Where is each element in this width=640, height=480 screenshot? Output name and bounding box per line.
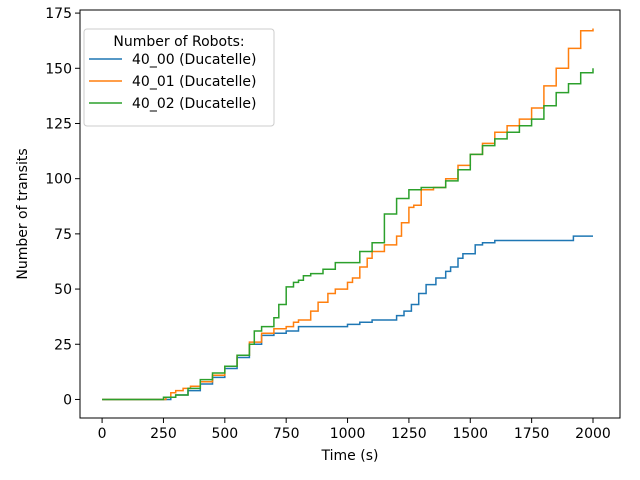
series-line-0 [102, 235, 593, 401]
legend-entry-2: 40_02 (Ducatelle) [132, 96, 256, 112]
x-tick-label: 1750 [514, 426, 550, 442]
y-tick-label: 50 [54, 282, 72, 298]
y-tick-label: 100 [45, 172, 72, 188]
axes-frame [79, 9, 621, 419]
legend: Number of Robots: 40_00 (Ducatelle) 40_01… [83, 28, 275, 127]
x-tick-label: 0 [98, 426, 107, 442]
x-ticks: 0 250 500 750 1000 1250 1500 1750 2000 [98, 418, 611, 442]
y-tick-label: 175 [45, 6, 72, 22]
x-tick-label: 750 [273, 426, 300, 442]
x-tick-label: 1500 [452, 426, 488, 442]
series-line-1 [102, 28, 594, 401]
x-tick-label: 2000 [575, 426, 611, 442]
x-tick-label: 500 [211, 426, 238, 442]
legend-box [83, 28, 275, 127]
y-tick-label: 25 [54, 337, 72, 353]
legend-entry-0: 40_00 (Ducatelle) [132, 52, 256, 68]
x-tick-label: 1000 [330, 426, 366, 442]
x-tick-label: 250 [150, 426, 177, 442]
y-tick-label: 150 [45, 61, 72, 77]
legend-entry-1: 40_01 (Ducatelle) [132, 74, 256, 90]
y-tick-label: 75 [54, 227, 72, 243]
y-axis-label: Number of transits [15, 148, 31, 279]
series-layer [102, 28, 594, 401]
series-line-2 [102, 68, 594, 401]
x-axis-label: Time (s) [321, 448, 379, 464]
y-tick-label: 0 [63, 392, 72, 408]
y-tick-label: 125 [45, 116, 72, 132]
y-ticks: 0 25 50 75 100 125 150 175 [45, 6, 80, 408]
x-tick-label: 1250 [391, 426, 427, 442]
legend-title: Number of Robots: [113, 34, 244, 50]
